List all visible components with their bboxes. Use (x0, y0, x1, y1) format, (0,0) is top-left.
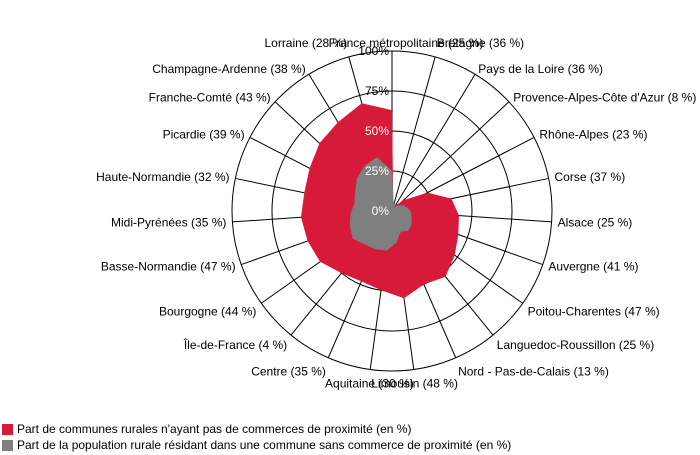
tick-label-1: 25% (365, 164, 389, 178)
category-label-21: Champagne-Ardenne (38 %) (152, 62, 305, 76)
category-label-17: Midi-Pyrénées (35 %) (111, 215, 226, 229)
tick-label-4: 100% (358, 44, 389, 58)
category-label-1: Bretagne (36 %) (437, 36, 524, 50)
legend-label-population: Part de la population rurale résidant da… (17, 438, 512, 452)
category-label-10: Nord - Pas-de-Calais (13 %) (458, 364, 609, 378)
category-label-22: Lorraine (28 %) (264, 36, 347, 50)
category-label-18: Haute-Normandie (32 %) (96, 170, 229, 184)
legend-item-population: Part de la population rurale résidant da… (2, 437, 511, 453)
legend-label-communes: Part de communes rurales n'ayant pas de … (17, 422, 412, 436)
category-label-2: Pays de la Loire (36 %) (478, 62, 603, 76)
legend: Part de communes rurales n'ayant pas de … (2, 421, 511, 453)
category-label-19: Picardie (39 %) (163, 128, 245, 142)
tick-label-3: 75% (365, 84, 389, 98)
category-label-11: Limousin (48 %) (371, 377, 458, 391)
category-label-13: Centre (35 %) (251, 364, 326, 378)
radial-tick-labels: 0% 25% 50% 75% 100% (358, 44, 389, 218)
category-label-16: Basse-Normandie (47 %) (101, 260, 236, 274)
category-label-4: Rhône-Alpes (23 %) (539, 128, 647, 142)
category-label-9: Languedoc-Roussillon (25 %) (497, 338, 654, 352)
spoke-1 (391, 56, 436, 212)
tick-label-0: 0% (372, 204, 390, 218)
tick-label-2: 50% (365, 124, 389, 138)
legend-swatch-population (2, 439, 13, 451)
category-label-12: Aquitaine (30 %) (325, 377, 414, 391)
spoke-3 (391, 101, 510, 212)
series-area-1 (349, 157, 412, 251)
category-label-8: Poitou-Charentes (47 %) (528, 305, 660, 319)
category-labels: France métropolitaine (25 %)Bretagne (36… (96, 36, 696, 391)
category-label-5: Corse (37 %) (555, 170, 626, 184)
legend-swatch-communes (2, 423, 13, 435)
category-label-6: Alsace (25 %) (558, 215, 633, 229)
spoke-2 (391, 74, 476, 212)
category-label-0: France métropolitaine (25 %) (329, 36, 484, 50)
category-label-15: Bourgogne (44 %) (159, 305, 256, 319)
legend-item-communes: Part de communes rurales n'ayant pas de … (2, 421, 511, 437)
category-label-3: Provence-Alpes-Côte d'Azur (8 %) (513, 91, 696, 105)
category-label-20: Franche-Comté (43 %) (149, 91, 271, 105)
series-layer (301, 103, 459, 299)
category-label-7: Auvergne (41 %) (548, 260, 638, 274)
category-label-14: Île-de-France (4 %) (183, 337, 287, 352)
